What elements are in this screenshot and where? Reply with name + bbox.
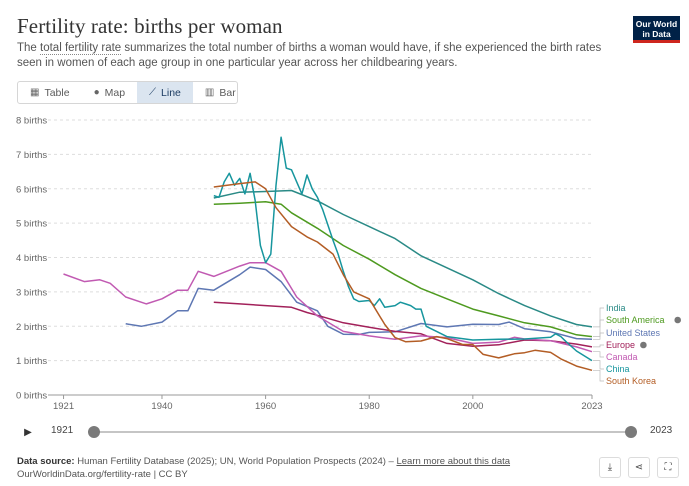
source-text: Human Fertility Database (2025); UN, Wor… (74, 456, 397, 467)
tab-map-label: Map (104, 86, 126, 99)
legend-leader-south-america (593, 319, 604, 337)
legend-label-china: China (606, 364, 630, 374)
y-tick-label-5: 5 births (16, 219, 47, 230)
play-icon: ▶ (24, 426, 32, 438)
series-line-canada (63, 261, 593, 353)
timeline-start-handle[interactable] (88, 426, 100, 438)
chart-subtitle: The total fertility rate summarizes the … (17, 41, 607, 71)
x-tick-label-2: 1960 (255, 401, 276, 412)
legend-label-canada: Canada (606, 352, 638, 362)
y-tick-label-7: 7 births (16, 150, 47, 161)
source-footer: Data source: Human Fertility Database (2… (17, 455, 510, 481)
legend-label-united-states: United States (606, 328, 661, 338)
series-line-china (213, 136, 593, 362)
legend-label-south-korea: South Korea (606, 376, 656, 386)
legend-leader-europe (593, 344, 604, 348)
tab-table[interactable]: ▦ Table (18, 82, 82, 103)
info-icon (640, 341, 647, 349)
series-line-south-korea (213, 181, 593, 372)
timeline-track[interactable] (93, 431, 630, 433)
x-tick-label-1: 1940 (151, 401, 172, 412)
tab-line[interactable]: ⟋ Line (137, 82, 193, 103)
legend-leader-china (593, 360, 604, 370)
logo-line-1: Our World (635, 19, 678, 29)
legend-label-south-america: South America (606, 315, 665, 325)
timeline-end-label: 2023 (650, 425, 673, 436)
tab-table-label: Table (44, 86, 70, 99)
source-label: Data source: (17, 456, 75, 467)
subtitle-prefix: The (17, 42, 41, 54)
fullscreen-button[interactable]: ⛶ (657, 457, 679, 478)
x-tick-label-4: 2000 (462, 401, 483, 412)
play-button[interactable]: ▶ (17, 422, 39, 442)
fullscreen-icon: ⛶ (664, 462, 672, 473)
legend-label-india: India (606, 303, 626, 313)
globe-icon: ● (93, 87, 100, 98)
x-tick-label-3: 1980 (359, 401, 380, 412)
line-chart: 0 births 1 births 2 births 3 births 4 births… (16, 116, 681, 412)
timeline-start-label: 1921 (51, 425, 74, 436)
tab-bar-label: Bar (219, 86, 236, 99)
line-chart-icon: ⟋ (149, 87, 157, 98)
tab-line-label: Line (161, 86, 181, 99)
x-tick-label-0: 1921 (53, 401, 74, 412)
source-url: OurWorldinData.org/fertility-rate | CC B… (17, 469, 188, 480)
x-tick-label-5: 2023 (581, 401, 602, 412)
chart-type-tabs: ▦ Table ● Map ⟋ Line ▥ Bar (17, 81, 238, 104)
series-line-united-states (125, 266, 593, 341)
y-tick-label-2: 2 births (16, 322, 47, 333)
series-line-india (213, 189, 593, 328)
y-tick-label-3: 3 births (16, 287, 47, 298)
y-tick-label-4: 4 births (16, 253, 47, 264)
page-title: Fertility rate: births per woman (17, 14, 283, 38)
subtitle-rest: summarizes the total number of births a … (17, 42, 602, 69)
timeline-end-handle[interactable] (625, 426, 637, 438)
timeline: ▶ 1921 2023 (17, 422, 681, 442)
download-button[interactable]: ⤓ (599, 457, 621, 478)
owid-logo[interactable]: Our World in Data (633, 16, 680, 43)
y-tick-label-0: 0 births (16, 391, 47, 402)
tab-map[interactable]: ● Map (82, 82, 137, 103)
tab-bar[interactable]: ▥ Bar (193, 82, 248, 103)
download-icon: ⤓ (607, 462, 613, 473)
share-button[interactable]: ⋖ (628, 457, 650, 478)
series-line-south-america (213, 201, 593, 338)
subtitle-term-link[interactable]: total fertility rate (40, 42, 122, 55)
legend-leader-south-korea (593, 369, 604, 382)
legend-leader-united-states (593, 332, 604, 340)
share-icon: ⋖ (634, 462, 644, 473)
y-tick-label-8: 8 births (16, 116, 47, 127)
learn-more-link[interactable]: Learn more about this data (396, 456, 511, 467)
legend-label-europe: Europe (606, 340, 635, 350)
y-tick-label-6: 6 births (16, 184, 47, 195)
legend-leader-india (593, 307, 604, 328)
legend-leader-canada (593, 351, 604, 358)
info-icon (674, 316, 681, 324)
table-icon: ▦ (30, 87, 40, 98)
y-tick-label-1: 1 births (16, 356, 47, 367)
bar-chart-icon: ▥ (204, 87, 215, 98)
logo-line-2: in Data (642, 29, 671, 39)
